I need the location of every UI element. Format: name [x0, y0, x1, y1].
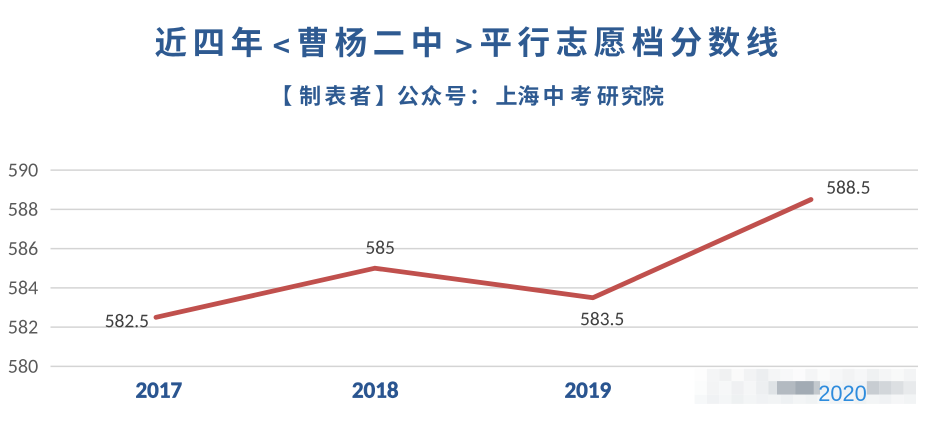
svg-text:2020: 2020	[818, 381, 867, 406]
